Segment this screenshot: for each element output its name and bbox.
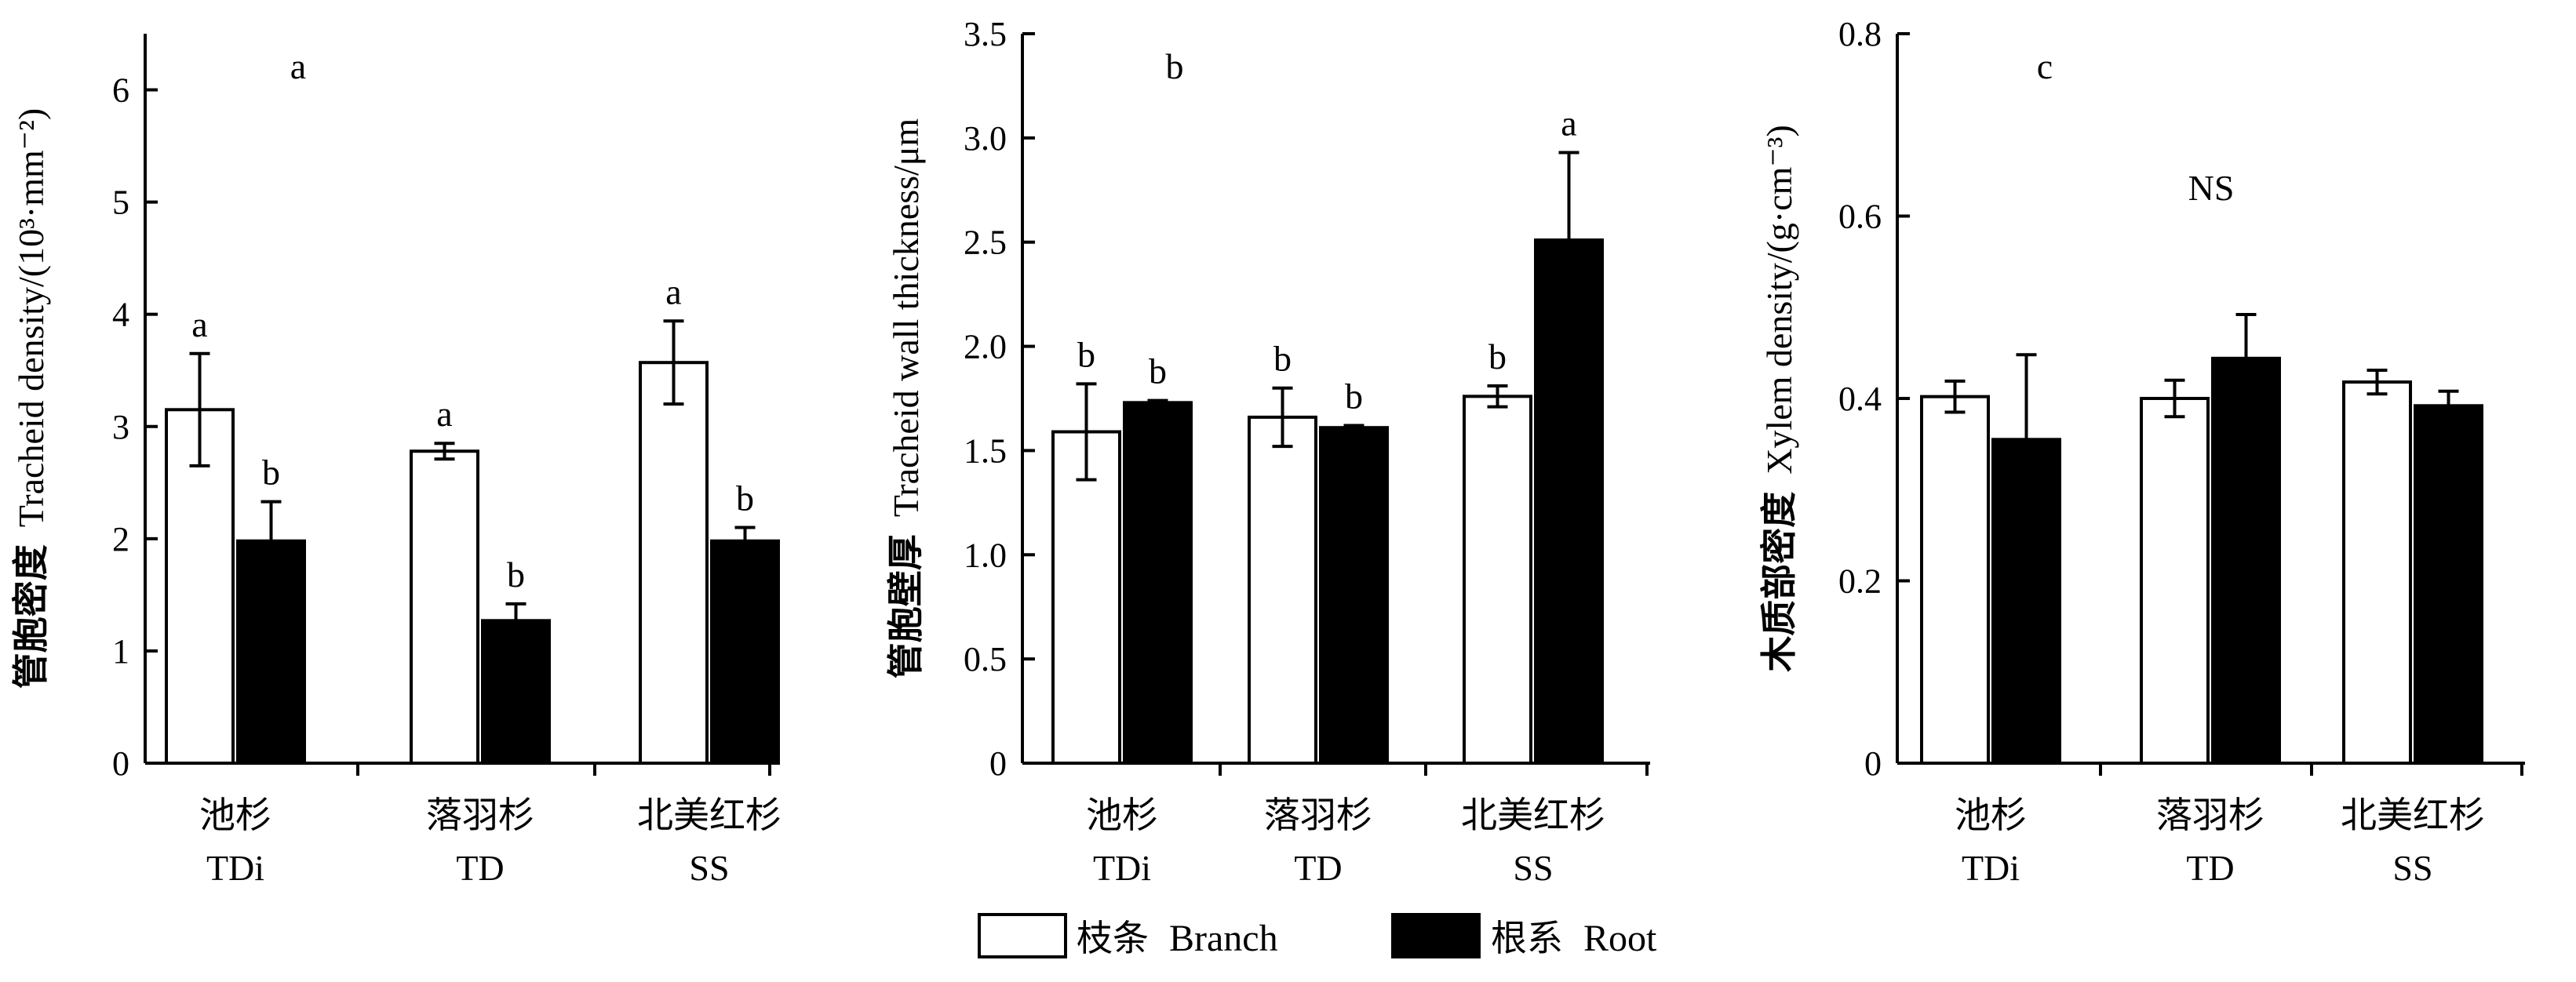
significance-letter: b [1273,339,1292,379]
significance-letter: a [436,394,452,434]
x-category-label-cn: 池杉 [1955,794,2027,836]
x-category-label-cn: 池杉 [1086,794,1158,836]
legend-label-root-en: Root [1583,918,1657,959]
bar-root-td [481,619,551,765]
significance-letter: b [736,478,754,518]
x-category-label-en: TD [1294,848,1342,888]
x-category-label-cn: 落羽杉 [2156,794,2264,836]
chart-panel-b: 0 0.5 1.0 1.5 2.0 2.5 3.0 3.5 管胞壁厚 Tracheid wall … [884,15,1650,888]
x-category-label-en: SS [689,848,729,888]
x-category-label-en: TDi [1093,848,1151,888]
y-tick-label: 3.5 [964,15,1007,53]
x-category-label-en: TDi [1962,848,2020,888]
bar-root-ss [710,539,780,765]
x-category-label-en: TD [2186,848,2234,888]
bar-branch-ss [1463,395,1532,765]
y-axis-label-en: Tracheid density/(10³·mm⁻²) [11,108,51,527]
significance-letter: a [665,271,681,311]
significance-letter: b [507,555,525,595]
bar-branch-ss [639,361,709,765]
legend-label-root-cn: 根系 [1491,917,1563,959]
legend-label-branch-en: Branch [1169,918,1278,959]
legend-swatch-root [1391,913,1481,958]
chart-panel-c: 0 0.2 0.4 0.6 0.8 木质部密度 Xylem density/(g·cm⁻³)… [1758,15,2525,888]
significance-letter: b [1149,351,1167,391]
x-category-label-en: SS [2392,848,2432,888]
y-axis-label: 管胞壁厚 Tracheid wall thickness/μm [884,118,927,679]
significance-letter: a [1561,103,1576,143]
panel-label: b [1166,46,1184,86]
bar-branch-td [410,449,479,765]
y-tick-label: 3.0 [964,119,1007,158]
y-tick-label: 2.0 [964,328,1007,366]
panel-label: a [290,46,306,86]
bar-branch-tdi [1920,395,1990,765]
bar-root-tdi [1123,401,1193,765]
bar-branch-tdi [165,408,235,765]
significance-letter: b [1488,336,1507,376]
bar-root-td [2211,356,2281,766]
y-axis-label-en: Xylem density/(g·cm⁻³) [1759,125,1799,475]
bar-branch-td [1248,415,1317,766]
y-tick-label: 3 [112,408,129,446]
annotation-label: NS [2188,168,2235,208]
y-tick-label: 0.5 [964,640,1007,678]
y-tick-label: 1 [112,632,129,671]
legend-label-branch-cn: 枝条 [1077,917,1149,959]
significance-letter: b [1345,376,1363,416]
x-category-label-en: TDi [206,848,264,888]
y-axis-label-en: Tracheid wall thickness/μm [886,118,926,518]
y-tick-label: 2.5 [964,224,1007,262]
legend: 枝条 Branch 根系 Root [978,913,1657,959]
y-tick-label: 0.8 [1838,15,1882,53]
bar-branch-td [2140,397,2210,765]
x-category-label-cn: 北美红杉 [1461,794,1605,836]
y-tick-label: 0 [112,744,129,783]
x-category-label-cn: 落羽杉 [426,794,534,836]
significance-letter: b [262,453,280,493]
bar-branch-tdi [1051,430,1121,765]
x-category-label-cn: 北美红杉 [2341,794,2485,836]
panel-label: c [2037,46,2053,86]
y-axis-label: 木质部密度 Xylem density/(g·cm⁻³) [1758,125,1800,672]
x-category-label-cn: 落羽杉 [1264,794,1372,836]
bar-branch-ss [2342,380,2412,765]
significance-letter: a [191,304,207,344]
legend-swatch-branch [978,913,1067,958]
y-tick-label: 2 [112,520,129,558]
y-axis-label-cn: 管胞壁厚 [884,534,927,678]
x-category-label-cn: 北美红杉 [637,794,782,836]
y-tick-label: 5 [112,184,129,222]
x-category-label-en: TD [456,848,504,888]
y-tick-label: 0 [989,744,1007,783]
x-category-label-cn: 池杉 [199,794,271,836]
bar-root-td [1319,426,1389,765]
significance-letter: b [1077,334,1095,374]
y-tick-label: 1.0 [964,536,1007,574]
bar-root-ss [2414,404,2483,765]
y-tick-label: 6 [112,71,129,110]
y-tick-label: 4 [112,296,129,334]
x-category-label-en: SS [1513,848,1553,888]
y-tick-label: 0.2 [1838,562,1882,601]
y-axis-label-cn: 管胞密度 [9,544,52,689]
y-tick-label: 1.5 [964,431,1007,470]
y-tick-label: 0.6 [1838,198,1882,236]
y-axis-label-cn: 木质部密度 [1758,492,1800,672]
y-axis-label: 管胞密度 Tracheid density/(10³·mm⁻²) [9,108,52,689]
chart-panel-a: 0 1 2 3 4 5 6 管胞密度 Tracheid density/(10³·mm⁻²) a a… [9,34,782,888]
y-tick-label: 0.4 [1838,380,1882,418]
y-tick-label: 0 [1864,744,1882,783]
